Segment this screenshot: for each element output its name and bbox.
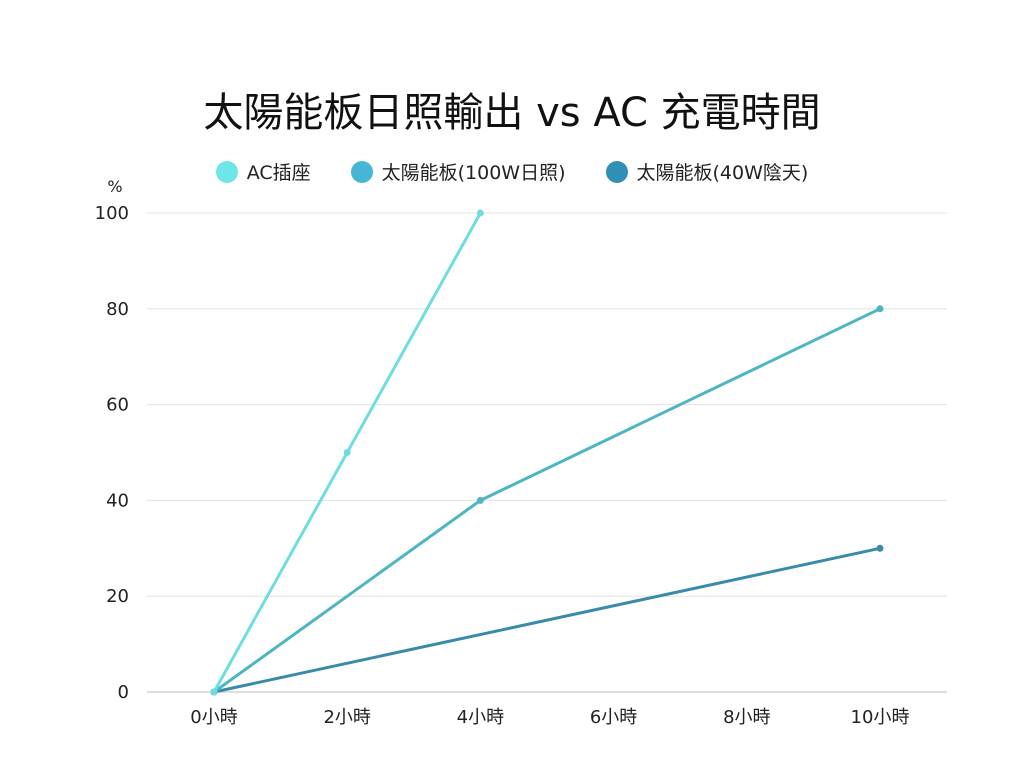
data-point-s0-1 bbox=[343, 449, 351, 456]
legend-item-ac-outlet[interactable]: AC插座 bbox=[215, 158, 311, 185]
y-tick-label-100: 100 bbox=[95, 203, 129, 224]
data-point-s1-1 bbox=[476, 496, 484, 504]
legend-item-solar-100w[interactable]: 太陽能板(100W日照) bbox=[350, 158, 566, 185]
legend-swatch-solar-40w bbox=[605, 160, 628, 183]
x-tick-label-3: 6小時 bbox=[590, 707, 637, 728]
y-tick-label-20: 20 bbox=[106, 586, 129, 607]
x-tick-label-4: 8小時 bbox=[723, 707, 770, 728]
data-point-s0-2 bbox=[476, 209, 484, 217]
x-tick-label-5: 10小時 bbox=[851, 707, 910, 728]
chart-legend: AC插座 太陽能板(100W日照) 太陽能板(40W陰天) bbox=[0, 158, 1024, 185]
legend-label-solar-100w: 太陽能板(100W日照) bbox=[381, 162, 566, 184]
y-tick-label-80: 80 bbox=[106, 299, 129, 320]
series-line-2 bbox=[212, 546, 882, 694]
x-tick-label-1: 2小時 bbox=[323, 707, 370, 728]
x-tick-label-0: 0小時 bbox=[190, 707, 237, 728]
legend-label-solar-40w: 太陽能板(40W陰天) bbox=[636, 162, 809, 184]
y-tick-label-0: 0 bbox=[118, 682, 129, 703]
legend-swatch-solar-100w bbox=[350, 160, 373, 183]
data-point-s2-1 bbox=[876, 544, 884, 552]
y-axis-unit-label: % bbox=[107, 177, 122, 196]
legend-label-ac-outlet: AC插座 bbox=[246, 162, 311, 184]
x-tick-label-2: 4小時 bbox=[457, 707, 504, 728]
data-point-s0-0 bbox=[210, 688, 218, 696]
data-point-s1-2 bbox=[876, 305, 884, 313]
y-tick-label-40: 40 bbox=[106, 490, 129, 511]
y-tick-label-60: 60 bbox=[106, 395, 129, 416]
legend-item-solar-40w[interactable]: 太陽能板(40W陰天) bbox=[605, 158, 809, 185]
legend-swatch-ac-outlet bbox=[215, 160, 238, 183]
chart-title: 太陽能板日照輸出 vs AC 充電時間 bbox=[203, 90, 821, 136]
